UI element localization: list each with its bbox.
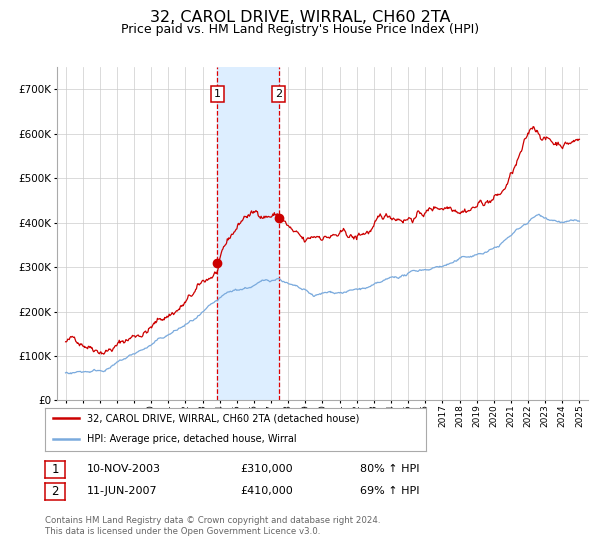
Text: 10-NOV-2003: 10-NOV-2003 [87, 464, 161, 474]
Text: Contains HM Land Registry data © Crown copyright and database right 2024.: Contains HM Land Registry data © Crown c… [45, 516, 380, 525]
Text: 32, CAROL DRIVE, WIRRAL, CH60 2TA (detached house): 32, CAROL DRIVE, WIRRAL, CH60 2TA (detac… [87, 413, 359, 423]
Text: 11-JUN-2007: 11-JUN-2007 [87, 486, 158, 496]
Text: This data is licensed under the Open Government Licence v3.0.: This data is licensed under the Open Gov… [45, 528, 320, 536]
Text: £310,000: £310,000 [240, 464, 293, 474]
Text: 69% ↑ HPI: 69% ↑ HPI [360, 486, 419, 496]
Text: £410,000: £410,000 [240, 486, 293, 496]
Text: 1: 1 [52, 463, 59, 476]
Bar [217, 67, 279, 400]
Text: Price paid vs. HM Land Registry's House Price Index (HPI): Price paid vs. HM Land Registry's House … [121, 22, 479, 36]
Text: 80% ↑ HPI: 80% ↑ HPI [360, 464, 419, 474]
Text: 2: 2 [275, 89, 283, 99]
Text: 2: 2 [52, 484, 59, 498]
Text: 32, CAROL DRIVE, WIRRAL, CH60 2TA: 32, CAROL DRIVE, WIRRAL, CH60 2TA [150, 11, 450, 25]
Text: 1: 1 [214, 89, 221, 99]
Text: HPI: Average price, detached house, Wirral: HPI: Average price, detached house, Wirr… [87, 434, 296, 444]
